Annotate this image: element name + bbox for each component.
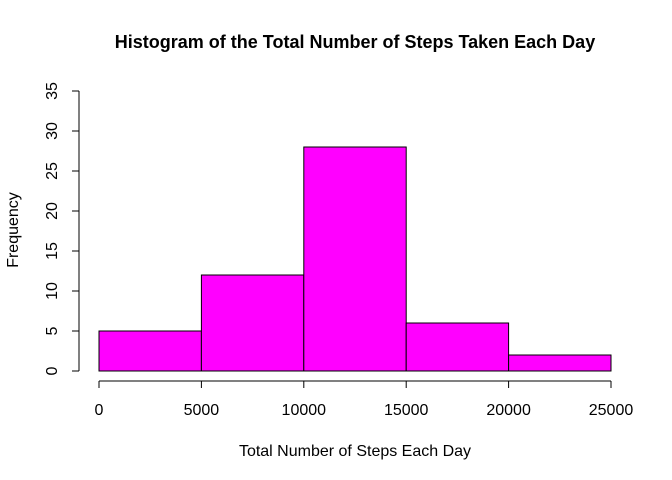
x-tick-label: 10000 [282, 402, 327, 419]
y-tick-label: 35 [44, 82, 61, 100]
y-tick-label: 20 [44, 202, 61, 220]
y-tick-label: 0 [44, 366, 61, 375]
x-tick-label: 20000 [486, 402, 531, 419]
x-axis: 0 5000 10000 15000 20000 25000 [95, 380, 634, 419]
histogram-bar-4 [508, 354, 612, 372]
x-tick-label: 15000 [384, 402, 429, 419]
x-axis-label: Total Number of Steps Each Day [239, 443, 471, 460]
y-tick-label: 10 [44, 282, 61, 300]
x-tick-label: 0 [95, 402, 104, 419]
y-tick-label: 25 [44, 162, 61, 180]
y-tick-label: 5 [44, 326, 61, 335]
x-tick-label: 25000 [589, 402, 634, 419]
y-axis: 0 5 10 15 20 25 30 35 [44, 82, 80, 375]
y-tick-label: 15 [44, 242, 61, 260]
chart-title: Histogram of the Total Number of Steps T… [115, 32, 595, 52]
histogram-bar-2 [303, 146, 407, 372]
histogram-bar-1 [200, 274, 305, 372]
x-tick-label: 5000 [184, 402, 220, 419]
y-axis-label: Frequency [5, 192, 22, 268]
histogram-bar-0 [98, 330, 202, 372]
bars-group [98, 146, 612, 372]
histogram-bar-3 [405, 322, 510, 372]
y-tick-label: 30 [44, 122, 61, 140]
